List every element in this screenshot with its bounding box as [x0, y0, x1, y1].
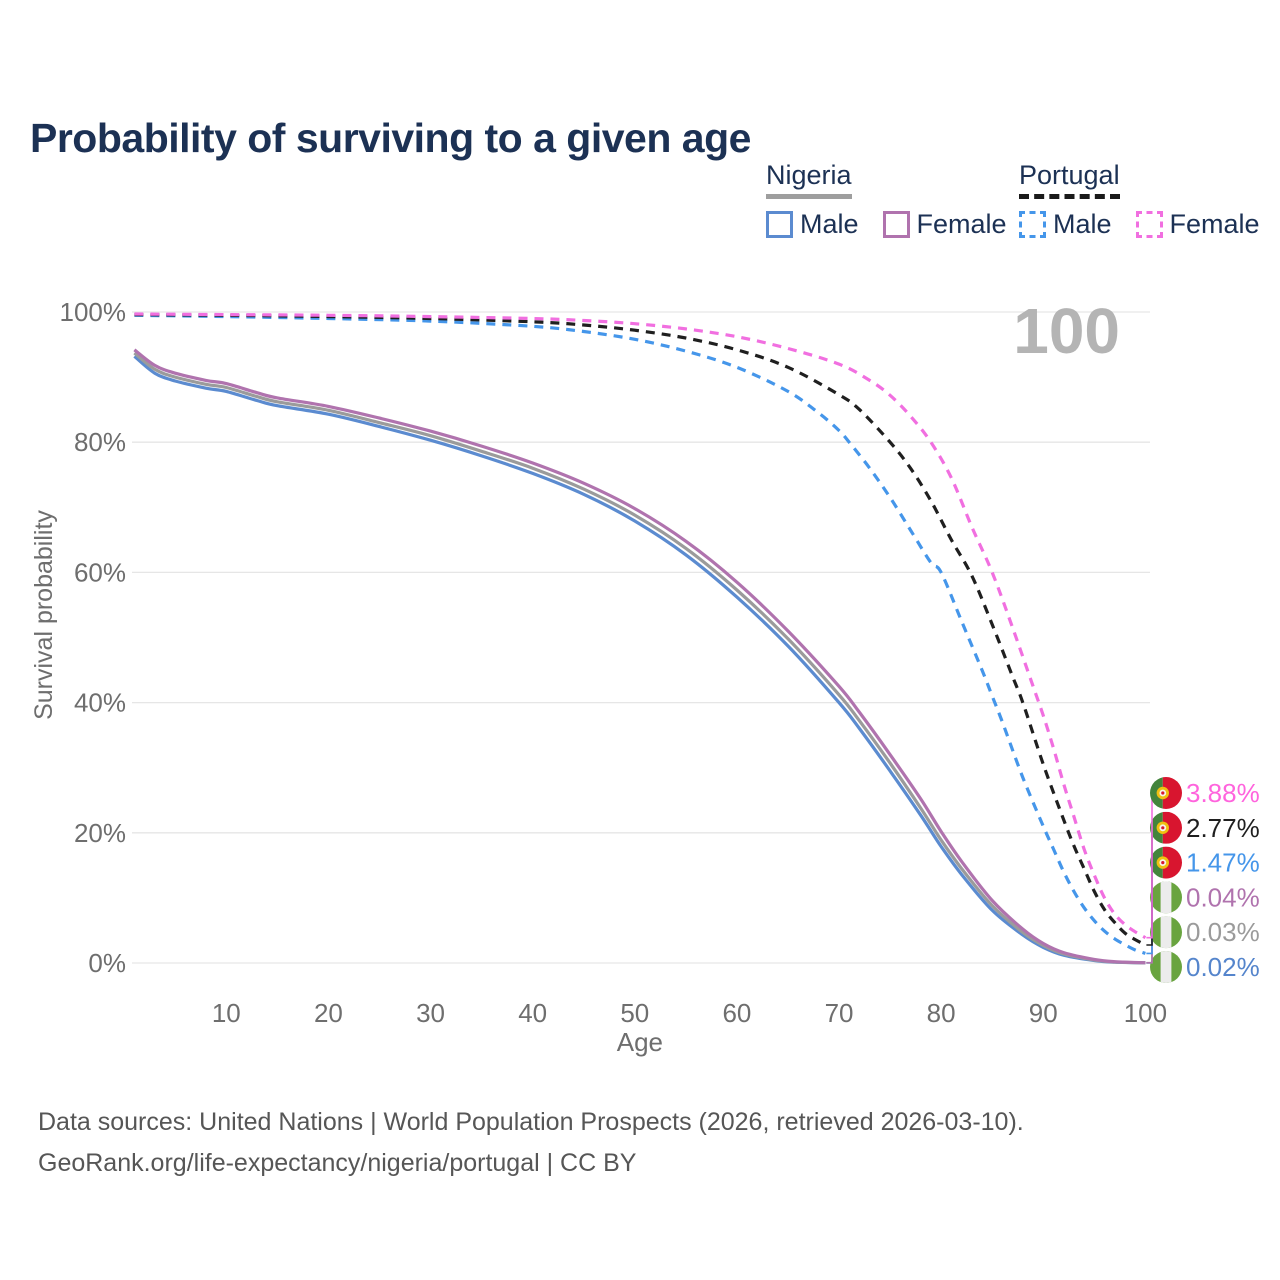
footer-attribution: GeoRank.org/life-expectancy/nigeria/port… [38, 1149, 637, 1177]
curve-nigeria-female[interactable] [133, 348, 1146, 965]
nigeria-male-swatch-icon [766, 211, 793, 238]
legend-group-portugal: Portugal Male Female [1019, 160, 1260, 240]
y-tick-label-100: 100% [60, 297, 127, 327]
legend-label-portugal-male: Male [1053, 209, 1112, 239]
portugal-flag-icon [1150, 777, 1182, 809]
legend-item-portugal-male[interactable]: Male [1019, 209, 1112, 240]
portugal-male-swatch-icon [1019, 211, 1046, 238]
y-tick-label-40: 40% [74, 688, 126, 718]
curve-portugal-female[interactable] [134, 312, 1147, 940]
y-tick-label-60: 60% [74, 557, 126, 587]
nigeria-flag-icon [1150, 916, 1182, 949]
x-tick-label-20: 20 [314, 998, 343, 1028]
portugal-flag-icon [1150, 846, 1182, 879]
y-tick-label-80: 80% [74, 427, 126, 457]
end-label-portugal-female: 3.88% [1186, 778, 1260, 808]
footer: Data sources: United Nations | World Pop… [38, 1102, 1024, 1184]
y-tick-label-20: 20% [74, 818, 126, 848]
x-tick-label-90: 90 [1029, 998, 1058, 1028]
curve-portugal-both[interactable] [134, 313, 1147, 947]
curve-portugal-male[interactable] [134, 313, 1146, 955]
y-axis-title: Survival probability [30, 510, 58, 720]
legend-item-nigeria-male[interactable]: Male [766, 209, 859, 240]
page-title: Probability of surviving to a given age [30, 115, 751, 162]
curve-nigeria-male[interactable] [133, 355, 1146, 965]
end-label-nigeria-female: 0.04% [1186, 882, 1260, 912]
legend-item-nigeria-female[interactable]: Female [882, 209, 1007, 240]
end-label-portugal-both: 2.77% [1186, 813, 1260, 843]
legend-title-portugal: Portugal [1019, 160, 1120, 199]
x-tick-label-40: 40 [518, 998, 547, 1028]
legend-title-nigeria: Nigeria [766, 160, 852, 199]
legend-label-portugal-female: Female [1169, 209, 1260, 239]
x-tick-label-70: 70 [825, 998, 854, 1028]
x-axis-title: Age [617, 1027, 663, 1057]
end-label-portugal-male: 1.47% [1186, 848, 1260, 878]
y-tick-label-0: 0% [88, 948, 126, 978]
legend-label-nigeria-female: Female [916, 209, 1007, 239]
x-tick-label-50: 50 [620, 998, 649, 1028]
curve-nigeria-both[interactable] [133, 351, 1146, 965]
legend-label-nigeria-male: Male [800, 209, 859, 239]
portugal-flag-icon [1150, 811, 1182, 844]
nigeria-flag-icon [1150, 881, 1182, 914]
x-tick-label-60: 60 [722, 998, 751, 1028]
hovered-age-watermark: 100 [1013, 295, 1120, 367]
portugal-female-swatch-icon [1135, 211, 1163, 238]
end-label-nigeria-both: 0.03% [1186, 917, 1260, 947]
end-label-nigeria-male: 0.02% [1186, 952, 1260, 982]
x-tick-label-30: 30 [416, 998, 445, 1028]
x-tick-label-80: 80 [927, 998, 956, 1028]
nigeria-female-swatch-icon [882, 211, 910, 238]
legend-item-portugal-female[interactable]: Female [1135, 209, 1260, 240]
x-tick-label-10: 10 [212, 998, 241, 1028]
nigeria-flag-icon [1150, 951, 1182, 983]
x-tick-label-100: 100 [1124, 998, 1167, 1028]
legend-group-nigeria: Nigeria Male Female [766, 160, 1007, 240]
footer-data-sources: Data sources: United Nations | World Pop… [38, 1108, 1024, 1136]
